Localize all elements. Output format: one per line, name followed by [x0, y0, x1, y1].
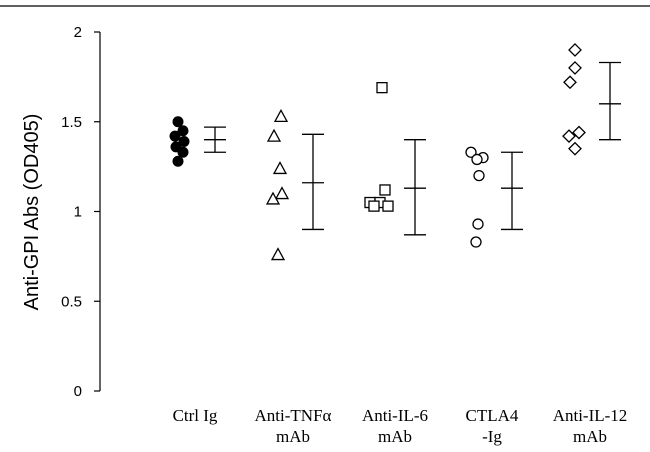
x-category-label: CTLA4	[466, 406, 519, 425]
data-point-open-circle	[465, 146, 477, 158]
data-groups	[169, 43, 621, 261]
data-point-filled-circle	[169, 130, 181, 142]
data-group	[562, 43, 621, 156]
data-point-filled-circle	[177, 125, 189, 137]
data-point-open-diamond	[568, 141, 582, 156]
data-point-filled-circle	[172, 116, 184, 128]
y-tick-label: 2	[74, 24, 82, 41]
data-group	[364, 81, 426, 236]
data-point-open-diamond	[563, 75, 577, 90]
data-point-open-triangle	[270, 247, 286, 261]
x-category-label: Ctrl Ig	[173, 406, 218, 425]
data-point-filled-circle	[172, 155, 184, 167]
data-point-open-triangle	[265, 191, 281, 205]
x-category-label: mAb	[378, 427, 412, 446]
x-category-label: mAb	[573, 427, 607, 446]
data-point-open-square	[368, 200, 380, 212]
data-point-open-triangle	[273, 109, 289, 123]
x-category-label: Anti-TNFα	[255, 406, 332, 425]
data-point-open-square	[382, 200, 394, 212]
data-group	[169, 116, 226, 167]
data-point-open-triangle	[272, 161, 288, 175]
data-point-open-triangle	[274, 186, 290, 200]
y-tick-label: 0	[74, 383, 82, 400]
data-point-open-triangle	[266, 128, 282, 142]
data-group	[465, 146, 523, 248]
data-point-open-diamond	[568, 43, 582, 57]
x-category-label: -Ig	[482, 427, 502, 446]
data-point-open-square	[376, 81, 388, 94]
x-category-labels: Ctrl Ig Anti-TNFα mAb Anti-IL-6 mAb CTLA4 -Ig A…	[173, 406, 628, 446]
y-tick-label: 1	[74, 204, 82, 221]
data-point-open-diamond	[562, 129, 576, 144]
x-category-label: Anti-IL-6	[362, 406, 428, 425]
data-point-open-diamond	[572, 125, 586, 140]
data-point-filled-circle	[178, 135, 190, 147]
data-point-open-square	[379, 184, 391, 196]
x-category-label: Anti-IL-12	[553, 406, 628, 425]
data-point-open-circle	[471, 153, 483, 166]
x-category-label: mAb	[276, 427, 310, 446]
data-group	[265, 109, 324, 261]
data-point-open-circle	[472, 218, 484, 230]
data-point-open-circle	[470, 236, 482, 248]
y-axis-ticks: 0 0.5 1 1.5 2	[61, 24, 100, 400]
data-point-open-circle	[473, 169, 485, 182]
y-tick-label: 1.5	[61, 114, 82, 131]
y-tick-label: 0.5	[61, 293, 82, 310]
y-axis-label: Anti-GPI Abs (OD405)	[21, 114, 43, 311]
data-point-filled-circle	[177, 146, 189, 158]
data-point-open-diamond	[568, 60, 582, 75]
